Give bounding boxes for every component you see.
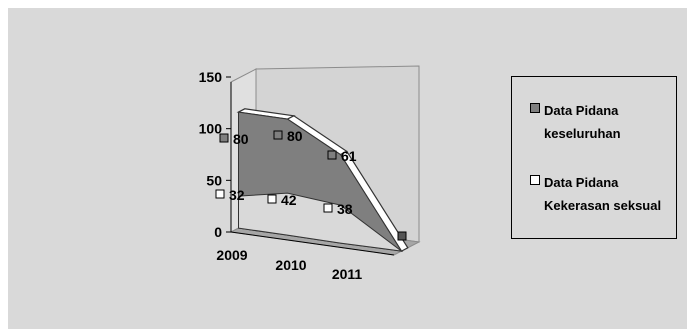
data-label-keseluruhan-marker [273, 130, 283, 140]
data-label-kekerasan-seksual-marker [323, 203, 333, 213]
data-label-keseluruhan-marker [219, 133, 229, 143]
legend-label-line: Kekerasan seksual [544, 198, 662, 213]
y-tick-label: 50 [206, 172, 222, 188]
data-label-kekerasan-seksual-marker [267, 194, 277, 204]
data-label-kekerasan-seksual-label: 32 [229, 187, 245, 203]
series-area-kekerasan-seksual [238, 192, 404, 252]
legend-label-line: keseluruhan [544, 126, 621, 141]
legend: Data Pidana keseluruhan Data Pidana Keke… [511, 76, 677, 239]
legend-swatch-kekerasan-seksual [530, 175, 540, 185]
x-tick-label: 2011 [332, 266, 363, 282]
y-tick-label: 150 [199, 69, 223, 85]
data-label-keseluruhan-label: 80 [233, 131, 249, 147]
legend-label-line: Data Pidana [544, 175, 619, 190]
chart-area: 0 50 100 150 2009 2010 2011 80 80 61 32 42 38 Data … [8, 8, 687, 329]
x-tick-label: 2009 [216, 247, 247, 263]
series-end-marker [397, 231, 407, 241]
data-label-keseluruhan-marker [327, 150, 337, 160]
data-label-kekerasan-seksual-label: 38 [337, 201, 353, 217]
legend-label-line: Data Pidana [544, 103, 619, 118]
x-tick-label: 2010 [275, 257, 306, 273]
data-label-layer: 80 80 61 32 42 38 [215, 128, 407, 241]
series-layer [236, 108, 409, 252]
y-tick-label: 100 [199, 121, 223, 137]
axis-layer: 0 50 100 150 2009 2010 2011 [199, 69, 395, 282]
data-label-kekerasan-seksual-marker [215, 189, 225, 199]
x-axis-line [230, 231, 395, 256]
y-tick-label: 0 [214, 224, 222, 240]
data-label-keseluruhan-label: 61 [341, 148, 357, 164]
legend-swatch-keseluruhan [530, 103, 540, 113]
area-chart: 0 50 100 150 2009 2010 2011 80 80 61 32 42 38 [199, 65, 421, 282]
data-label-keseluruhan-label: 80 [287, 128, 303, 144]
data-label-kekerasan-seksual-label: 42 [281, 192, 297, 208]
